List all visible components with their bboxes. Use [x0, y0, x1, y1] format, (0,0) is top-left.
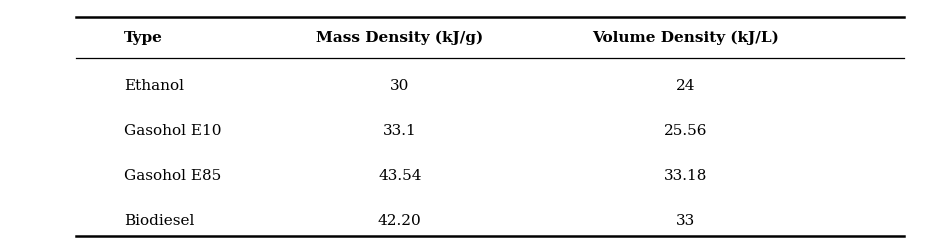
Text: 24: 24 [676, 79, 695, 93]
Text: Gasohol E10: Gasohol E10 [124, 124, 221, 138]
Text: 33: 33 [676, 214, 695, 228]
Text: Mass Density (kJ/g): Mass Density (kJ/g) [316, 30, 484, 45]
Text: 33.18: 33.18 [664, 169, 707, 183]
Text: Ethanol: Ethanol [124, 79, 184, 93]
Text: 42.20: 42.20 [378, 214, 422, 228]
Text: Type: Type [124, 31, 163, 45]
Text: Volume Density (kJ/L): Volume Density (kJ/L) [592, 30, 779, 45]
Text: 30: 30 [390, 79, 409, 93]
Text: 33.1: 33.1 [383, 124, 417, 138]
Text: Gasohol E85: Gasohol E85 [124, 169, 221, 183]
Text: Biodiesel: Biodiesel [124, 214, 194, 228]
Text: 43.54: 43.54 [378, 169, 422, 183]
Text: 25.56: 25.56 [664, 124, 707, 138]
